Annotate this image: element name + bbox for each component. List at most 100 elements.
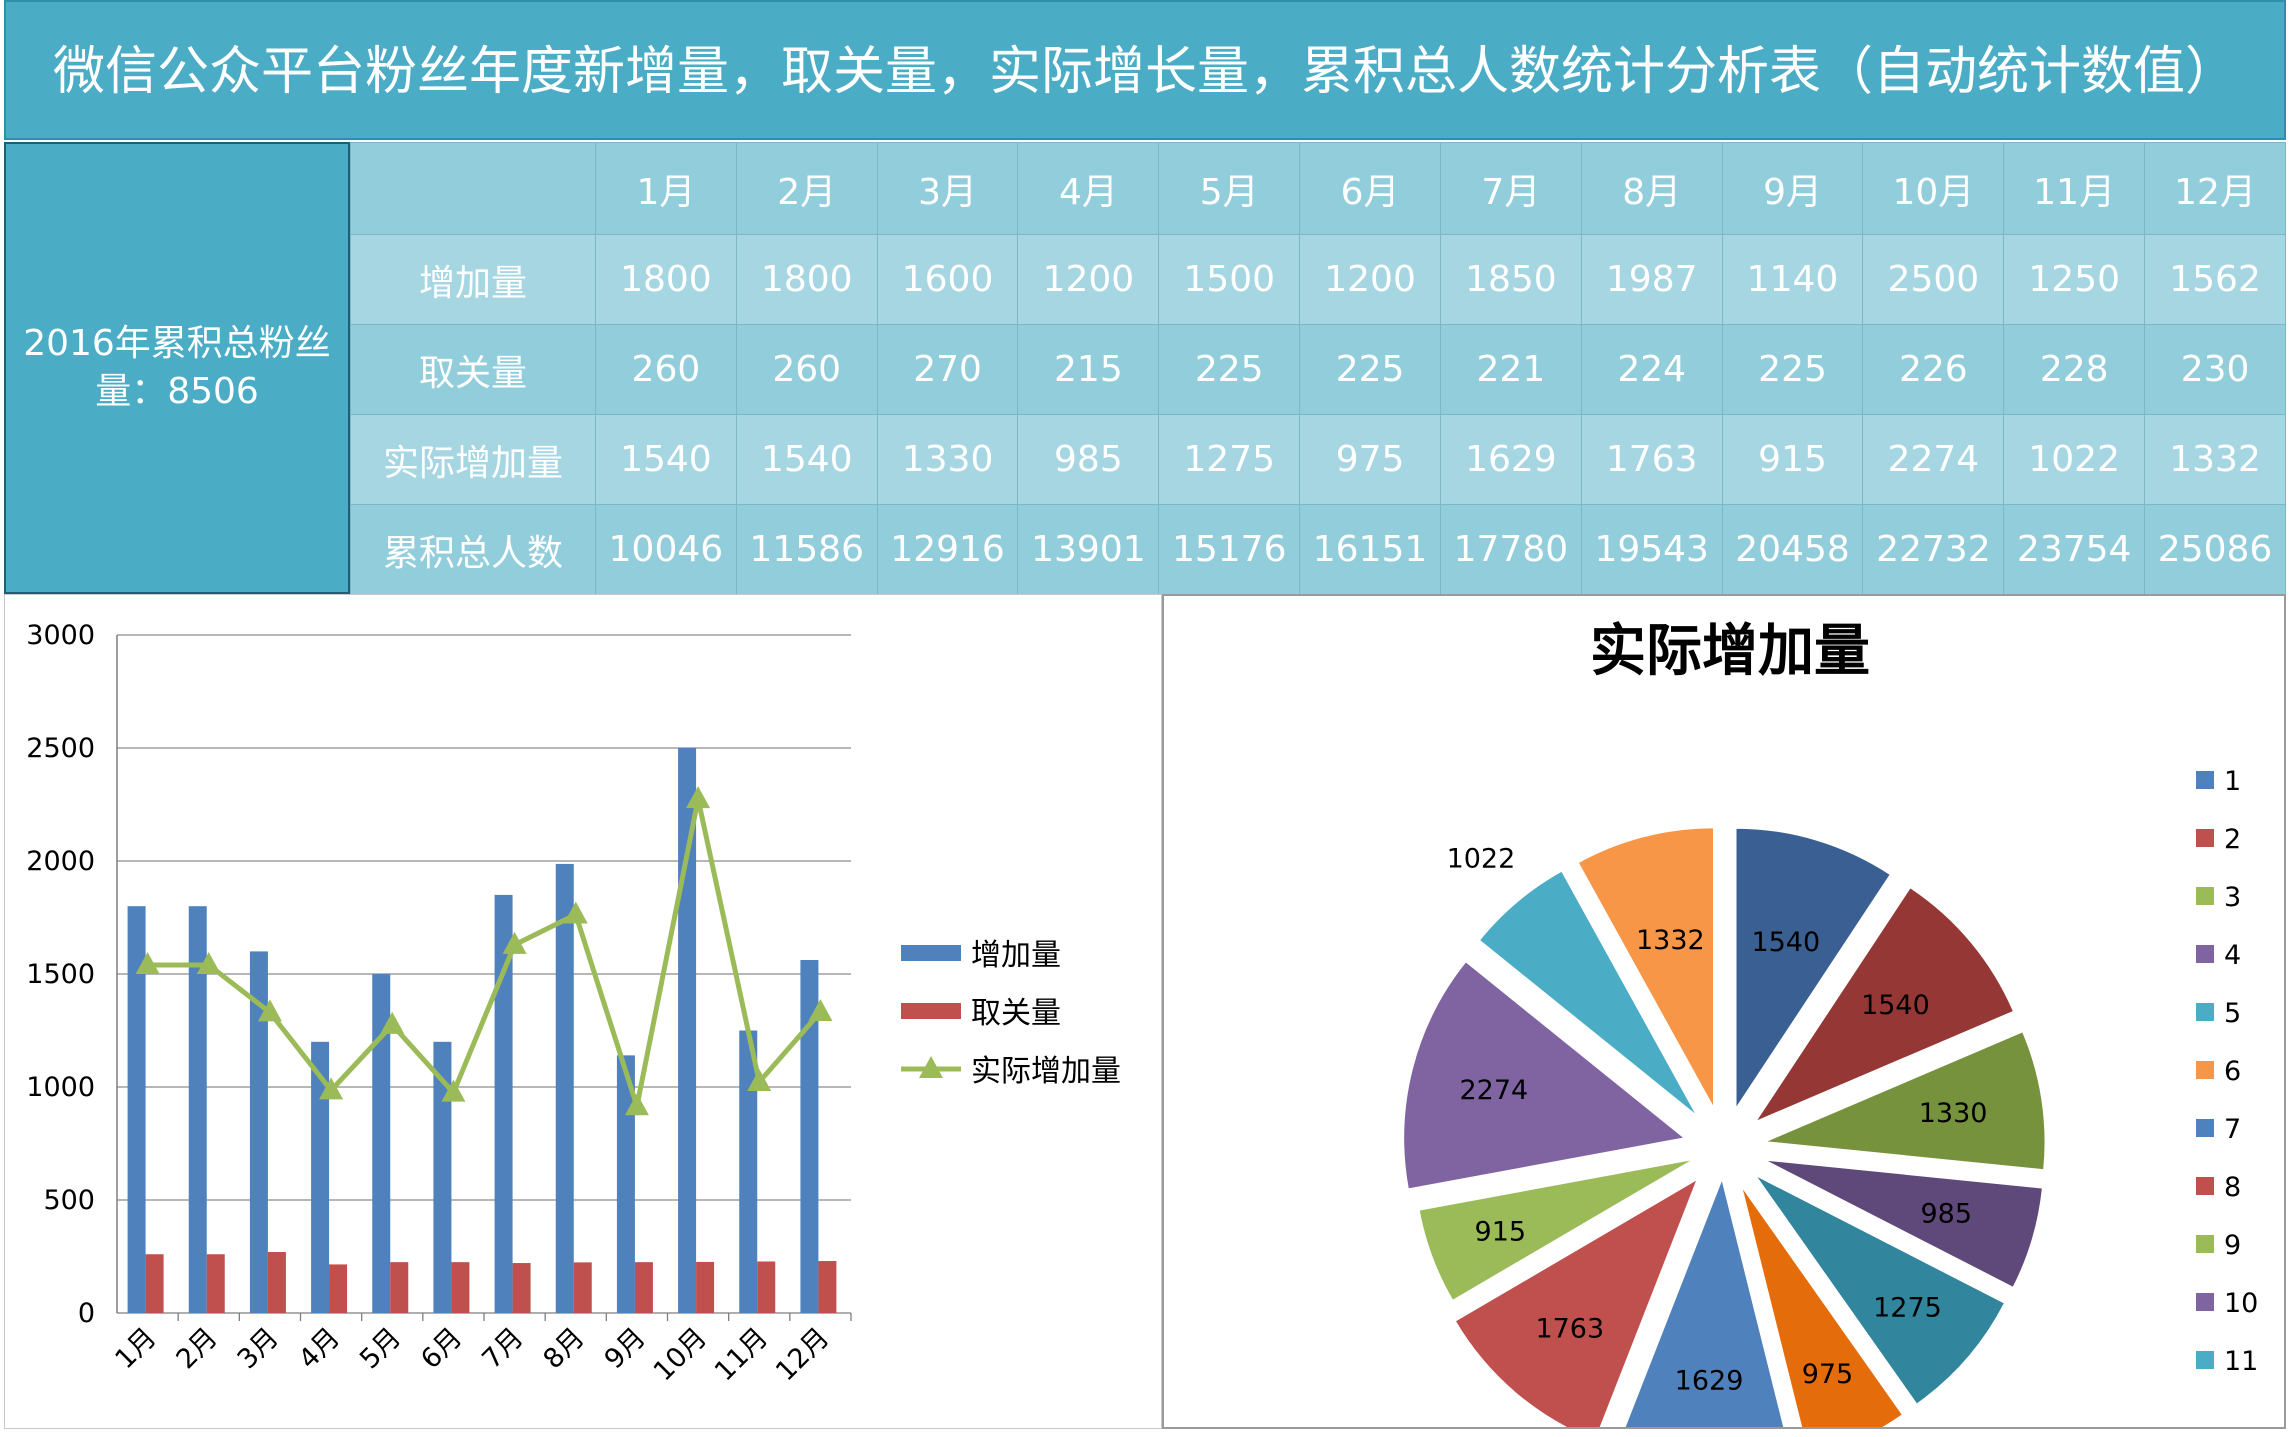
pie-data-label: 1330 — [1919, 1098, 1988, 1129]
table-cell: 260 — [595, 324, 737, 415]
y-tick-label: 1500 — [26, 959, 95, 990]
line-marker — [135, 951, 160, 974]
x-tick-label: 4月 — [293, 1322, 346, 1375]
month-header: 2月 — [735, 142, 878, 235]
line-marker — [380, 1011, 405, 1034]
pie-legend-label: 10 — [2224, 1288, 2258, 1319]
bar — [145, 1254, 164, 1313]
month-header: 4月 — [1017, 142, 1160, 235]
row-label: 增加量 — [350, 234, 596, 325]
table-cell: 1022 — [2003, 414, 2146, 505]
bar — [206, 1254, 225, 1313]
table-cell: 1540 — [735, 414, 878, 505]
table-cell: 226 — [1862, 324, 2005, 415]
bar — [512, 1263, 531, 1313]
row-label: 取关量 — [350, 324, 596, 415]
row-label: 实际增加量 — [350, 414, 596, 505]
table-cell: 1275 — [1158, 414, 1301, 505]
table-cell: 1330 — [876, 414, 1019, 505]
pie-legend-swatch — [2196, 1003, 2214, 1021]
table-row: 取关量 260 260 270 215 225 225 221 224 225 226 228 230 — [350, 324, 2286, 415]
line-marker — [563, 901, 588, 924]
table-cell: 221 — [1439, 324, 1582, 415]
pie-legend-swatch — [2196, 887, 2214, 905]
combo-chart: 0 500 1000 1500 2000 2500 3000 1月 2月 3月 4月 5月 6月 7月 8月… — [4, 594, 1162, 1429]
bar — [249, 951, 268, 1313]
table-row: 累积总人数 10046 11586 12916 13901 15176 16151 17780… — [350, 504, 2286, 595]
table-cell: 19543 — [1580, 504, 1723, 595]
table-cell: 985 — [1017, 414, 1160, 505]
month-header: 11月 — [2003, 142, 2146, 235]
pie-legend-swatch — [2196, 771, 2214, 789]
table-cell: 915 — [1721, 414, 1864, 505]
bar — [800, 959, 819, 1313]
pie-slice — [1752, 885, 2016, 1125]
pie-chart-svg: 实际增加量15401540133098512759751629176391522… — [1402, 619, 2258, 1437]
bar — [616, 1055, 635, 1313]
table-row: 增加量 1800 1800 1600 1200 1500 1200 1850 1987 1140 2… — [350, 234, 2286, 325]
table-row: 实际增加量 1540 1540 1330 985 1275 975 1629 1763 915 22… — [350, 414, 2286, 505]
pie-slice — [1619, 1174, 1788, 1437]
bar — [739, 1030, 758, 1313]
bar — [634, 1262, 653, 1313]
pie-legend-swatch — [2196, 1177, 2214, 1195]
x-tick-label: 8月 — [538, 1322, 591, 1375]
y-tick-label: 1000 — [26, 1072, 95, 1103]
page-title: 微信公众平台粉丝年度新增量，取关量，实际增长量，累积总人数统计分析表（自动统计数… — [4, 0, 2286, 140]
pie-legend-swatch — [2196, 1293, 2214, 1311]
table-cell: 260 — [735, 324, 878, 415]
table-cell: 20458 — [1721, 504, 1864, 595]
pie-legend-label: 8 — [2224, 1172, 2241, 1203]
table-cell: 1600 — [876, 234, 1019, 325]
pie-chart: 实际增加量 1540 1540 1330 985 1275 975 1629 1763 915 22… — [1162, 594, 2286, 1437]
table-cell: 10046 — [595, 504, 737, 595]
bar — [555, 863, 574, 1313]
table-cell: 1250 — [2003, 234, 2146, 325]
x-tick-label: 5月 — [354, 1322, 407, 1375]
month-header: 6月 — [1299, 142, 1441, 235]
month-header: 1月 — [595, 142, 737, 235]
bar — [818, 1261, 837, 1313]
x-tick-label: 12月 — [770, 1322, 835, 1387]
table-cell: 225 — [1721, 324, 1864, 415]
table-cell: 1800 — [595, 234, 737, 325]
table-cell: 16151 — [1299, 504, 1441, 595]
y-tick-label: 500 — [43, 1185, 95, 1216]
pie-data-label: 1763 — [1535, 1314, 1604, 1345]
pie-slice — [1734, 826, 1893, 1114]
table-cell: 225 — [1299, 324, 1441, 415]
table-cell: 1200 — [1299, 234, 1441, 325]
table-cell: 1763 — [1580, 414, 1723, 505]
legend-label: 增加量 — [971, 938, 1061, 973]
x-tick-label: 6月 — [415, 1322, 468, 1375]
table-cell: 11586 — [735, 504, 878, 595]
pie-data-label: 1275 — [1873, 1292, 1942, 1323]
legend-label: 实际增加量 — [971, 1054, 1121, 1089]
pie-legend-label: 2 — [2224, 824, 2241, 855]
pie-legend-swatch — [2196, 1235, 2214, 1253]
table-cell: 228 — [2003, 324, 2146, 415]
table-cell: 1540 — [595, 414, 737, 505]
pie-title: 实际增加量 — [1590, 619, 1870, 684]
pie-slice — [1761, 1158, 2045, 1290]
total-fans-summary: 2016年累积总粉丝量：8506 — [4, 142, 350, 594]
bar — [757, 1261, 776, 1313]
x-tick-label: 11月 — [709, 1322, 774, 1387]
line-marker — [319, 1077, 344, 1100]
pie-slice — [1417, 1157, 1697, 1303]
table-cell: 2500 — [1862, 234, 2005, 325]
bar — [573, 1262, 592, 1313]
stats-table-area: 2016年累积总粉丝量：8506 1月 2月 3月 4月 5月 6月 7月 8月 9月 10月 11… — [4, 142, 2286, 595]
bar — [188, 906, 207, 1313]
pie-data-label: 985 — [1921, 1199, 1973, 1230]
month-header: 3月 — [876, 142, 1019, 235]
table-cell: 1629 — [1439, 414, 1582, 505]
table-cell: 1500 — [1158, 234, 1301, 325]
line-series — [147, 798, 823, 1117]
month-header: 9月 — [1721, 142, 1864, 235]
x-tick-label: 9月 — [599, 1322, 652, 1375]
table-cell: 975 — [1299, 414, 1441, 505]
pie-legend-label: 6 — [2224, 1056, 2241, 1087]
pie-legend-label: 9 — [2224, 1230, 2241, 1261]
x-tick-label: 10月 — [648, 1322, 713, 1387]
